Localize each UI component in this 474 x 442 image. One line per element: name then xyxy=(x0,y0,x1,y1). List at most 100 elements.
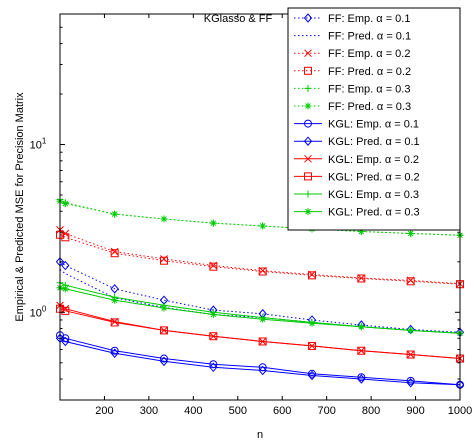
series-line xyxy=(59,337,461,386)
legend: FF: Emp. α = 0.1 FF: Pred. α = 0.1 FF: Emp… xyxy=(287,7,461,231)
legend-label: KGL: Emp. α = 0.2 xyxy=(328,154,419,166)
legend-label: FF: Pred. α = 0.1 xyxy=(328,31,411,43)
data-point-334 xyxy=(160,304,168,312)
series-kgl-pred-alpha-0-3 xyxy=(56,284,464,337)
legend-entry: FF: Emp. α = 0.1 xyxy=(294,13,410,25)
data-point-112 xyxy=(61,306,70,315)
legend-label: KGL: Emp. α = 0.3 xyxy=(328,189,419,201)
data-point-889 xyxy=(406,350,415,359)
data-point-223 xyxy=(110,284,119,294)
data-point-112 xyxy=(61,233,70,242)
data-point-556 xyxy=(258,267,267,276)
data-point-112 xyxy=(61,260,70,271)
legend-entry: KGL: Emp. α = 0.2 xyxy=(294,154,419,166)
x-tick-label: 800 xyxy=(362,405,380,417)
data-point-445 xyxy=(209,332,218,341)
data-point-889 xyxy=(406,378,415,388)
data-point-334 xyxy=(160,255,168,263)
data-point-334 xyxy=(160,354,168,363)
legend-label: FF: Pred. α = 0.3 xyxy=(328,101,411,113)
legend-entry: KGL: Pred. α = 0.1 xyxy=(294,136,420,148)
legend-label: KGL: Pred. α = 0.2 xyxy=(328,171,420,183)
data-point-556 xyxy=(259,222,267,230)
series-kgl-pred-alpha-0-1 xyxy=(55,333,465,390)
chart-title: KGlasso & FF xyxy=(204,13,273,25)
legend-swatch-marker xyxy=(304,154,312,163)
x-tick-label: 1000 xyxy=(448,405,472,417)
data-point-223 xyxy=(111,296,119,304)
legend-entry: KGL: Pred. α = 0.3 xyxy=(294,207,420,219)
x-tick-label: 300 xyxy=(140,405,158,417)
legend-swatch-marker xyxy=(303,13,313,23)
data-point-889 xyxy=(407,229,415,237)
legend-entry: KGL: Emp. α = 0.1 xyxy=(294,119,419,131)
data-point-223 xyxy=(110,346,119,355)
data-point-667 xyxy=(308,319,316,327)
x-tick-label: 400 xyxy=(184,405,202,417)
data-point-778 xyxy=(357,228,365,236)
series-layer xyxy=(55,196,465,390)
data-point-667 xyxy=(308,341,316,350)
series-line xyxy=(59,200,461,236)
data-point-667 xyxy=(308,369,316,378)
legend-entry: FF: Pred. α = 0.1 xyxy=(294,31,411,43)
legend-label: KGL: Pred. α = 0.1 xyxy=(328,136,420,148)
legend-entry: FF: Pred. α = 0.3 xyxy=(294,101,411,113)
legend-swatch-marker xyxy=(304,190,312,198)
data-point-223 xyxy=(110,348,119,358)
legend-swatch-marker xyxy=(304,102,312,110)
data-point-334 xyxy=(160,215,168,223)
series-line xyxy=(59,287,461,334)
series-line xyxy=(59,334,461,386)
legend-swatch-marker xyxy=(304,84,312,92)
data-point-778 xyxy=(357,374,366,384)
x-tick-label: 600 xyxy=(273,405,291,417)
data-point-445 xyxy=(209,262,218,271)
data-point-778 xyxy=(357,274,366,282)
data-point-223 xyxy=(111,210,119,218)
data-point-778 xyxy=(357,346,366,355)
legend-entry: FF: Pred. α = 0.2 xyxy=(294,66,411,78)
legend-label: FF: Emp. α = 0.1 xyxy=(328,13,410,25)
x-tick-label: 500 xyxy=(229,405,247,417)
data-point-778 xyxy=(357,323,365,331)
legend-swatch-marker xyxy=(304,66,312,75)
legend-label: KGL: Emp. α = 0.1 xyxy=(328,119,419,131)
data-point-778 xyxy=(357,373,366,382)
series-line xyxy=(59,229,461,285)
legend-entry: FF: Emp. α = 0.2 xyxy=(294,48,410,60)
legend-swatch-marker xyxy=(304,49,312,58)
legend-entry: KGL: Emp. α = 0.3 xyxy=(294,189,419,201)
data-point-334 xyxy=(160,326,168,335)
data-point-112 xyxy=(61,336,70,347)
data-point-889 xyxy=(407,326,415,334)
data-point-667 xyxy=(307,370,317,381)
data-point-223 xyxy=(110,249,119,258)
data-point-112 xyxy=(61,200,69,208)
data-point-445 xyxy=(209,311,217,319)
y-axis-label: Empirical & Predicted MSE for Precision … xyxy=(14,92,26,322)
legend-swatch-marker xyxy=(304,119,312,128)
legend-entry: KGL: Pred. α = 0.2 xyxy=(294,171,420,183)
series-line xyxy=(59,308,461,359)
data-point-889 xyxy=(406,277,415,286)
data-point-445 xyxy=(209,219,217,227)
legend-entry: FF: Emp. α = 0.3 xyxy=(294,83,410,95)
data-point-112 xyxy=(61,285,69,293)
data-point-334 xyxy=(159,356,169,367)
data-point-223 xyxy=(110,318,119,327)
legend-box xyxy=(287,7,461,231)
x-tick-label: 700 xyxy=(317,405,335,417)
legend-swatch-marker xyxy=(303,136,313,146)
legend-label: FF: Emp. α = 0.2 xyxy=(328,48,410,60)
data-point-889 xyxy=(406,376,415,385)
data-point-556 xyxy=(259,315,267,323)
legend-swatch-marker xyxy=(304,172,312,181)
x-tick-label: 200 xyxy=(95,405,113,417)
data-point-334 xyxy=(160,256,168,265)
x-tick-label: 900 xyxy=(406,405,424,417)
data-point-556 xyxy=(258,365,267,376)
data-point-667 xyxy=(308,271,316,280)
